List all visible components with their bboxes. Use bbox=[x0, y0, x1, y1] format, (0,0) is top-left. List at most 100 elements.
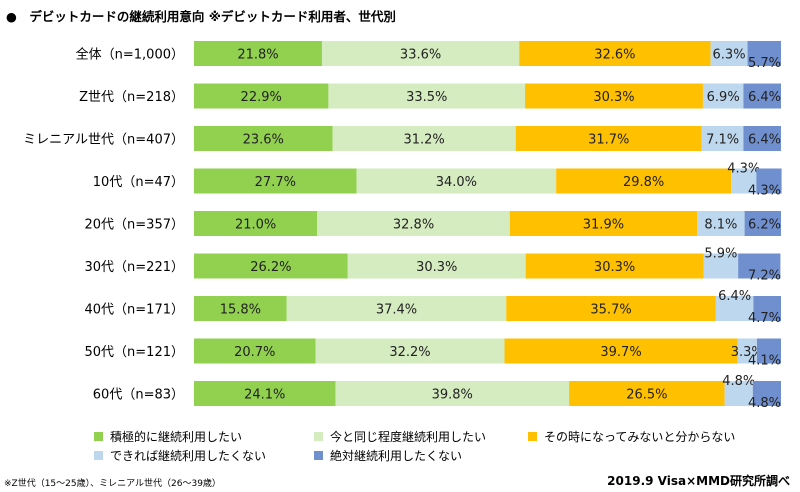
bar-segment bbox=[697, 211, 745, 236]
data-label: 6.9% bbox=[707, 90, 740, 105]
category-label: 50代（n=121） bbox=[85, 345, 185, 360]
data-label: 4.8% bbox=[748, 396, 781, 411]
legend-label: 絶対継続利用したくない bbox=[330, 449, 463, 463]
category-label: 全体（n=1,000） bbox=[76, 47, 184, 63]
bar-segment bbox=[286, 296, 507, 321]
bar-segment bbox=[356, 168, 557, 194]
bar-segment bbox=[724, 381, 753, 406]
legend-swatch bbox=[314, 451, 323, 460]
data-label: 37.4% bbox=[376, 303, 417, 318]
bar-segment bbox=[753, 296, 781, 321]
data-label: 33.6% bbox=[400, 48, 441, 63]
legend-item: 絶対継続利用したくない bbox=[314, 447, 462, 464]
data-label: 24.1% bbox=[244, 388, 285, 403]
chart-title: ● デビットカードの継続利用意向 ※デビットカード利用者、世代別 bbox=[6, 9, 396, 24]
bar-segment bbox=[194, 338, 316, 364]
data-label: 6.3% bbox=[713, 48, 746, 63]
bar-segment bbox=[347, 253, 526, 279]
data-label: 4.1% bbox=[748, 354, 781, 369]
bar-segment bbox=[506, 296, 716, 321]
data-label: 29.8% bbox=[623, 175, 664, 190]
data-label: 15.8% bbox=[220, 303, 261, 318]
legend-label: できれば継続利用したくない bbox=[110, 449, 267, 463]
bar-segment bbox=[328, 83, 526, 109]
data-label: 4.7% bbox=[748, 311, 781, 326]
data-label: 31.2% bbox=[403, 133, 444, 148]
bar-segment bbox=[756, 338, 781, 364]
bar-segment bbox=[701, 126, 744, 151]
bar-segment bbox=[731, 168, 757, 194]
data-label: 7.2% bbox=[748, 269, 781, 284]
legend-swatch bbox=[528, 432, 537, 441]
data-label: 30.3% bbox=[593, 90, 634, 105]
bar-segment bbox=[321, 41, 520, 66]
legend-label: 今と同じ程度継続利用したい bbox=[330, 430, 487, 444]
data-label: 22.9% bbox=[241, 90, 282, 105]
data-label: 20.7% bbox=[234, 345, 275, 360]
data-label: 21.0% bbox=[235, 218, 276, 233]
stacked-bar-chart: 全体（n=1,000） 21.8% 33.6% 32.6% 6.3%5.7% Z世代（n=… bbox=[23, 41, 782, 411]
data-label: 30.3% bbox=[416, 260, 457, 275]
data-label: 4.3% bbox=[748, 184, 781, 199]
data-label: 6.4% bbox=[718, 289, 751, 304]
legend-item: 今と同じ程度継続利用したい bbox=[314, 428, 486, 445]
category-label: 30代（n=221） bbox=[85, 260, 185, 275]
category-label: 60代（n=83） bbox=[93, 388, 184, 403]
legend-swatch bbox=[94, 432, 103, 441]
data-label: 32.2% bbox=[389, 345, 430, 360]
bar-segment bbox=[756, 168, 782, 194]
data-label: 5.9% bbox=[704, 247, 737, 262]
data-label: 30.3% bbox=[594, 260, 635, 275]
bar-segment bbox=[752, 381, 781, 406]
category-label: 10代（n=47） bbox=[93, 175, 184, 190]
legend-item: 積極的に継続利用したい bbox=[94, 428, 242, 445]
legend-swatch bbox=[94, 451, 103, 460]
category-label: 20代（n=357） bbox=[85, 218, 185, 233]
data-label: 27.7% bbox=[255, 175, 296, 190]
bar-segment bbox=[194, 253, 348, 279]
bar-segment bbox=[743, 83, 781, 109]
data-label: 7.1% bbox=[706, 133, 739, 148]
data-label: 5.7% bbox=[748, 56, 781, 71]
bar-segment bbox=[194, 296, 287, 321]
bar-segment bbox=[509, 211, 698, 236]
bar-segment bbox=[744, 211, 781, 236]
bar-segment bbox=[194, 83, 329, 109]
bar-segment bbox=[556, 168, 732, 194]
data-label: 6.4% bbox=[748, 133, 781, 148]
bar-segment bbox=[515, 126, 702, 151]
bar-segment bbox=[710, 41, 748, 66]
data-label: 3.3% bbox=[731, 345, 764, 360]
bar-segment bbox=[194, 126, 333, 151]
bar-segment bbox=[504, 338, 738, 364]
bar-segment bbox=[525, 83, 703, 109]
category-label: 40代（n=171） bbox=[85, 303, 185, 318]
data-label: 35.7% bbox=[590, 303, 631, 318]
bar-segment bbox=[194, 41, 322, 66]
category-label: ミレニアル世代（n=407） bbox=[23, 133, 184, 148]
data-label: 4.3% bbox=[727, 162, 760, 177]
data-label: 39.8% bbox=[432, 388, 473, 403]
bar-segment bbox=[194, 211, 318, 236]
source-credit: 2019.9 Visa×MMD研究所調べ bbox=[607, 474, 790, 488]
legend-label: その時になってみないと分からない bbox=[544, 430, 736, 444]
footnote: ※Z世代（15～25歳）、ミレニアル世代（26～39歳） bbox=[4, 479, 221, 489]
data-label: 23.6% bbox=[243, 133, 284, 148]
data-label: 21.8% bbox=[237, 48, 278, 63]
data-label: 6.4% bbox=[748, 90, 781, 105]
data-label: 8.1% bbox=[704, 218, 737, 233]
bar-segment bbox=[715, 296, 754, 321]
bar-segment bbox=[194, 381, 336, 406]
bar-segment bbox=[315, 338, 505, 364]
legend-item: その時になってみないと分からない bbox=[528, 428, 735, 445]
bar-segment bbox=[737, 338, 757, 364]
bar-segment bbox=[703, 253, 739, 279]
category-label: Z世代（n=218） bbox=[79, 90, 184, 105]
bar-segment bbox=[335, 381, 570, 406]
bar-segment bbox=[519, 41, 711, 66]
data-label: 26.2% bbox=[250, 260, 291, 275]
legend-item: できれば継続利用したくない bbox=[94, 447, 266, 464]
data-label: 39.7% bbox=[600, 345, 641, 360]
bar-segment bbox=[747, 41, 781, 66]
legend-label: 積極的に継続利用したい bbox=[110, 430, 243, 444]
